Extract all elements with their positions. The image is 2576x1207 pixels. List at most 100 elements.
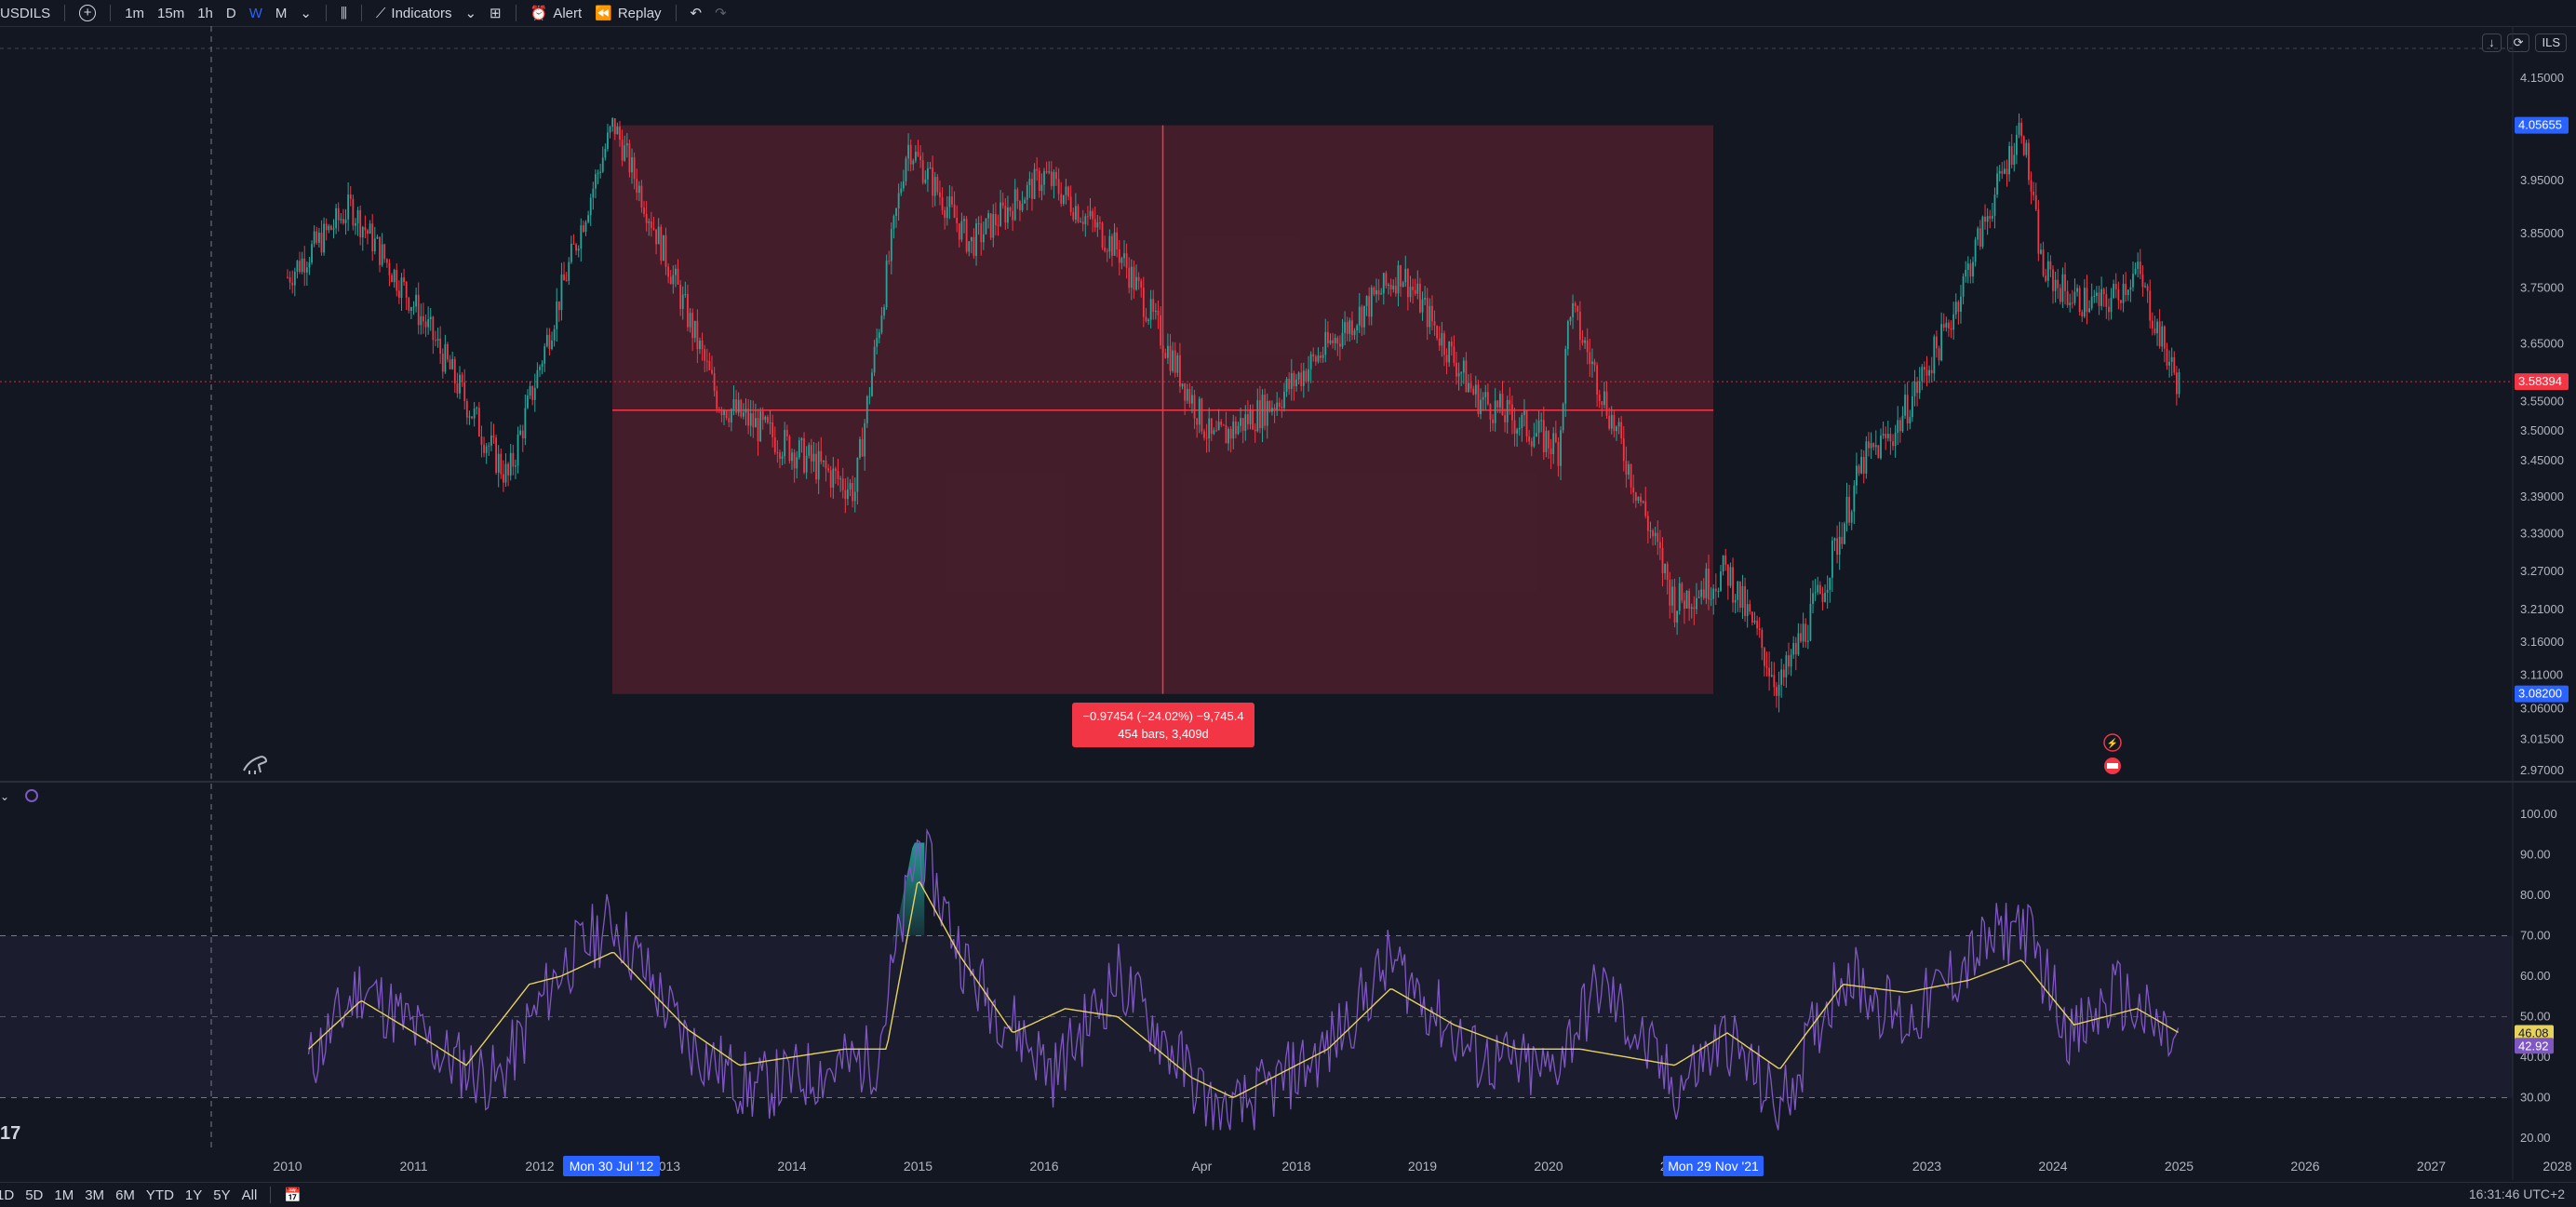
- candle-body: [892, 216, 895, 229]
- candle-body: [1445, 355, 1448, 363]
- flag-icon[interactable]: [2104, 758, 2121, 774]
- range-3m[interactable]: 3M: [85, 1187, 105, 1203]
- candle-body: [689, 313, 691, 328]
- compare-symbol-button[interactable]: +: [73, 0, 102, 26]
- candle-body: [745, 409, 747, 413]
- time-axis[interactable]: 2010 2011 2012 2013 2014 2015 2016 Apr 2018 2019 2…: [273, 1159, 2571, 1173]
- candle-body: [1249, 410, 1252, 424]
- candle-body: [849, 483, 852, 490]
- candle-body: [835, 468, 837, 471]
- candle-body: [776, 452, 779, 454]
- candle-body: [497, 453, 500, 473]
- range-all[interactable]: All: [241, 1187, 258, 1203]
- candle-body: [1516, 429, 1519, 434]
- candle-body: [1412, 287, 1414, 290]
- candle-body: [335, 208, 338, 229]
- candle-body: [449, 359, 451, 369]
- candle-body: [660, 226, 663, 262]
- candle-body: [1462, 360, 1465, 373]
- candle-body: [839, 478, 842, 480]
- candle-body: [1536, 433, 1537, 437]
- candle-body: [1232, 421, 1235, 439]
- pane-collapse-icon[interactable]: ⌄: [0, 790, 9, 803]
- candle-body: [1089, 210, 1092, 217]
- candle-body: [488, 445, 490, 447]
- interval-w[interactable]: W: [248, 5, 262, 21]
- interval-d[interactable]: D: [225, 5, 236, 21]
- replay-button[interactable]: ⏪ Replay: [588, 0, 667, 26]
- alert-button[interactable]: ⏰ Alert: [524, 0, 589, 26]
- candle-body: [2064, 274, 2066, 291]
- candle-body: [1169, 345, 1172, 371]
- candle-body: [1986, 216, 1989, 222]
- scroll-down-icon[interactable]: ↓: [2482, 34, 2502, 52]
- indicators-button[interactable]: ⟋ Indicators: [369, 0, 459, 26]
- symbol-search[interactable]: USDILS: [0, 5, 51, 21]
- candle-body: [817, 450, 820, 480]
- chart-canvas[interactable]: 4.15000 3.95000 3.85000 3.75000 3.65000 3.550…: [0, 26, 2576, 1182]
- range-1y[interactable]: 1Y: [184, 1187, 203, 1203]
- currency-selector[interactable]: ILS: [2535, 34, 2567, 52]
- candle-body: [633, 157, 636, 180]
- rsi-settings-button[interactable]: [25, 789, 38, 802]
- redo-icon: ↷: [715, 6, 727, 21]
- price-scale[interactable]: 4.15000 3.95000 3.85000 3.75000 3.65000 3.550…: [2520, 71, 2564, 777]
- layouts-button[interactable]: ⊞: [483, 0, 508, 26]
- candle-body: [1101, 222, 1104, 248]
- candle-body: [301, 258, 303, 273]
- candle-body: [1737, 581, 1739, 600]
- candle-body: [912, 160, 915, 165]
- calendar-icon[interactable]: 📅: [284, 1187, 302, 1203]
- candle-body: [1312, 354, 1315, 357]
- candle-body: [447, 343, 449, 360]
- interval-dropdown[interactable]: ⌄: [293, 0, 318, 26]
- candle-body: [1572, 302, 1574, 318]
- interval-1h[interactable]: 1h: [197, 5, 213, 21]
- candle-body: [1278, 402, 1281, 408]
- redo-button[interactable]: ↷: [708, 0, 733, 26]
- candle-body: [805, 455, 808, 473]
- chart-type-button[interactable]: ⫼: [334, 0, 354, 26]
- range-ytd[interactable]: YTD: [145, 1187, 174, 1203]
- interval-1m[interactable]: 1m: [125, 5, 145, 21]
- clock-time[interactable]: 16:31:46 UTC+2: [2468, 1187, 2565, 1201]
- indicators-dropdown[interactable]: ⌄: [458, 0, 483, 26]
- candle-body: [1179, 355, 1181, 387]
- interval-15m[interactable]: 15m: [157, 5, 185, 21]
- range-5y[interactable]: 5Y: [213, 1187, 231, 1203]
- rsi-scale[interactable]: 100.0090.0080.0070.0060.0050.0040.0030.0…: [2520, 807, 2557, 1145]
- candle-body: [500, 453, 503, 475]
- candle-body: [371, 223, 374, 252]
- candle-body: [1841, 536, 1844, 544]
- price-scale-label: 4.15000: [2520, 71, 2564, 85]
- candle-body: [1040, 184, 1043, 192]
- candle-body: [1188, 389, 1191, 404]
- candle-body: [708, 360, 711, 370]
- range-1d[interactable]: 1D: [0, 1187, 15, 1203]
- candle-body: [1889, 434, 1892, 442]
- candle-body: [485, 446, 488, 453]
- candle-body: [473, 409, 476, 419]
- range-5d[interactable]: 5D: [25, 1187, 44, 1203]
- candle-body: [1610, 415, 1613, 429]
- candle-body: [1072, 211, 1075, 221]
- candle-body: [1826, 589, 1829, 593]
- range-1m[interactable]: 1M: [54, 1187, 74, 1203]
- candle-body: [1106, 250, 1108, 252]
- candle-body: [1326, 331, 1329, 343]
- candle-body: [781, 456, 784, 460]
- undo-button[interactable]: ↶: [684, 0, 709, 26]
- candle-body: [1991, 215, 1993, 219]
- candle-body: [861, 438, 864, 457]
- range-6m[interactable]: 6M: [115, 1187, 135, 1203]
- events-icon[interactable]: ⚡: [2103, 733, 2122, 752]
- candle-body: [1305, 370, 1308, 382]
- interval-m[interactable]: M: [275, 5, 288, 21]
- candle-body: [2040, 249, 2042, 254]
- candle-body: [1339, 343, 1341, 347]
- candle-body: [1853, 485, 1856, 512]
- auto-scale-icon[interactable]: ⟳: [2506, 34, 2530, 52]
- price-scale-label: 3.21000: [2520, 602, 2564, 616]
- candle-body: [2090, 296, 2093, 309]
- candle-body: [2137, 262, 2140, 269]
